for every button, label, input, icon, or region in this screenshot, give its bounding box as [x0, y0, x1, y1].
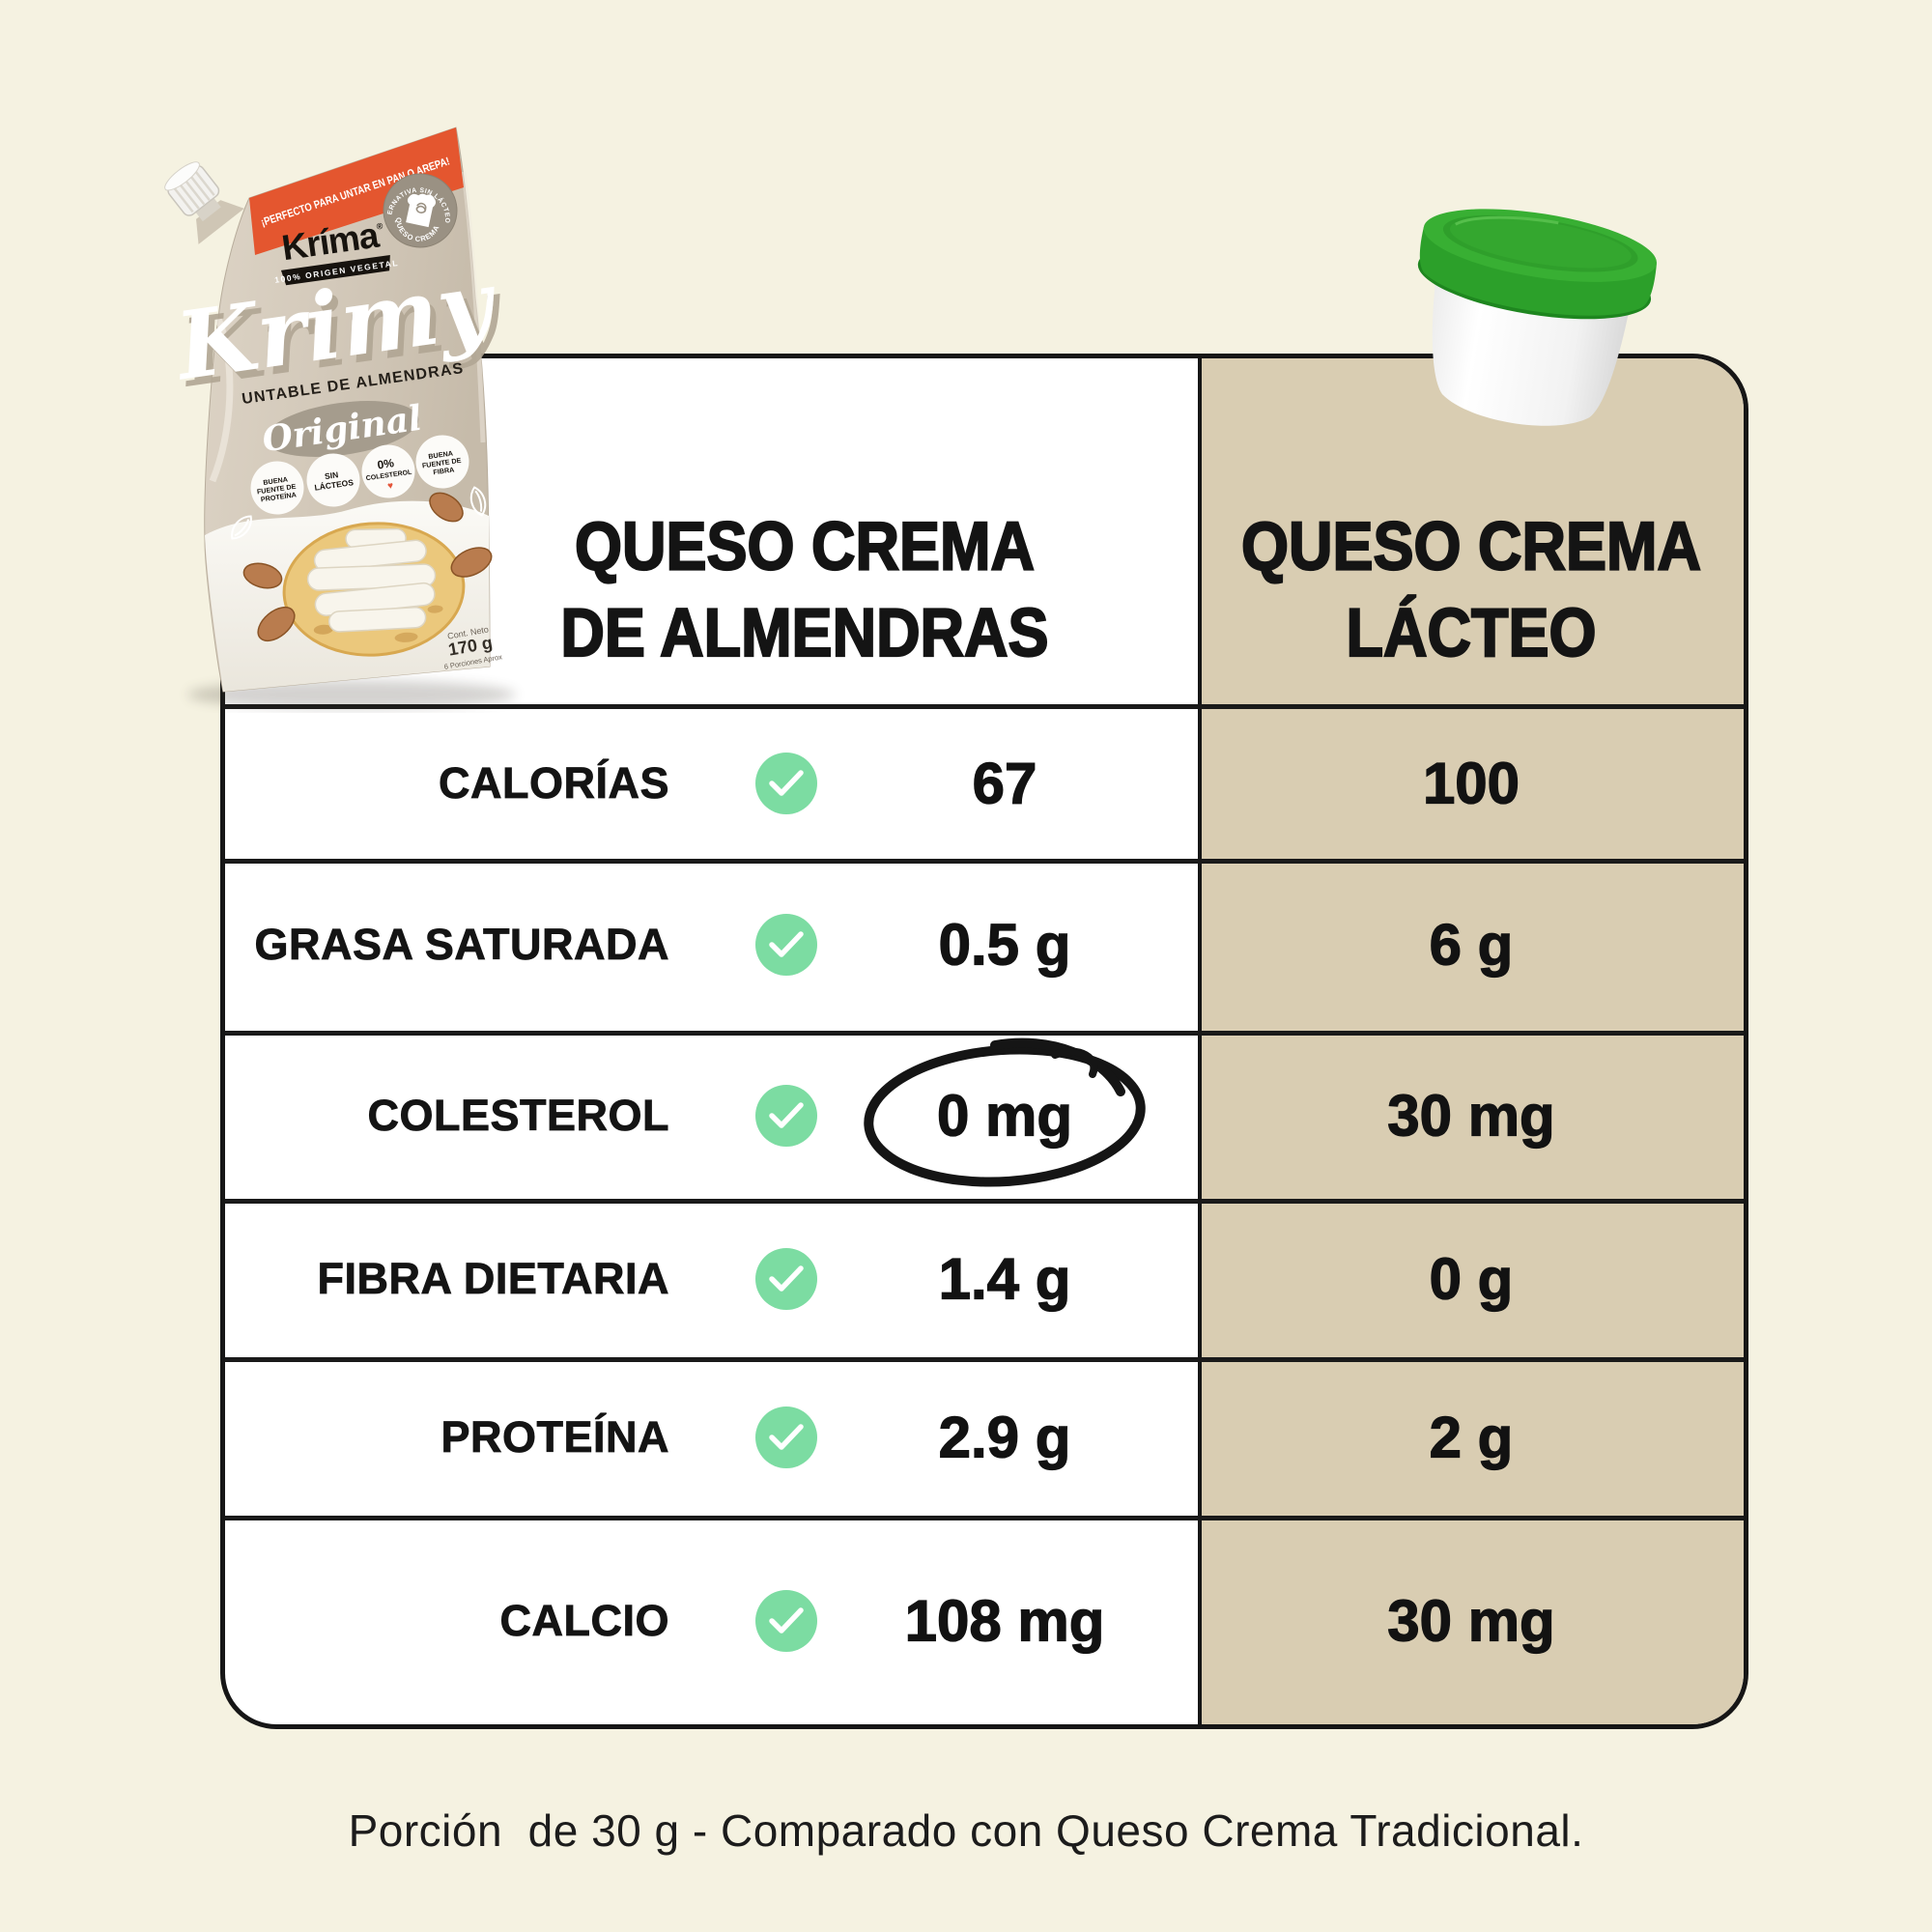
- dairy-value: 100: [1422, 751, 1520, 816]
- almond-value: 1.4 g: [938, 1245, 1071, 1311]
- almond-header-line1: QUESO CREMA: [574, 507, 1036, 585]
- table-row: CALORÍAS 67 100: [225, 711, 1744, 856]
- krimy-pouch-image: ¡PERFECTO PARA UNTAR EN PAN O AREPA! ALT…: [164, 127, 516, 709]
- row-label: CALORÍAS: [439, 758, 669, 809]
- table-row: CALCIO 108 mg 30 mg: [225, 1519, 1744, 1723]
- dairy-column-panel: [1198, 358, 1744, 1724]
- check-icon: [755, 1590, 817, 1652]
- arepa-image: [282, 522, 466, 657]
- row-label: GRASA SATURADA: [254, 920, 669, 970]
- dairy-column-header: QUESO CREMA LÁCTEO: [1198, 503, 1744, 676]
- almond-column-header: QUESO CREMA DE ALMENDRAS: [471, 503, 1138, 676]
- dairy-value: 30 mg: [1387, 1082, 1556, 1148]
- check-icon: [755, 1406, 817, 1468]
- footer-note: Porción de 30 g - Comparado con Queso Cr…: [348, 1805, 1584, 1856]
- dairy-value: 6 g: [1429, 912, 1514, 978]
- check-icon: [755, 914, 817, 976]
- spout-cap: [164, 161, 244, 244]
- row-divider: [225, 1031, 1744, 1036]
- row-label: COLESTEROL: [367, 1090, 669, 1140]
- row-divider: [225, 1199, 1744, 1204]
- almond-outline-icon: [231, 486, 487, 540]
- dairy-header-line1: QUESO CREMA: [1240, 507, 1702, 585]
- almond-value: 0.5 g: [938, 912, 1071, 978]
- table-row: COLESTEROL 0 mg 30 mg: [225, 1034, 1744, 1197]
- row-label: FIBRA DIETARIA: [317, 1253, 669, 1303]
- row-divider: [225, 859, 1744, 864]
- row-divider: [225, 1516, 1744, 1520]
- seal-fibra: BUENA FUENTE DE FIBRA: [415, 435, 469, 489]
- almond-value: 108 mg: [904, 1588, 1105, 1654]
- row-divider: [225, 1357, 1744, 1362]
- svg-text:BUENA FUENTE DE FI: BUENA FUENTE DE FIBRA: [420, 447, 465, 478]
- dairy-value: 2 g: [1429, 1404, 1514, 1469]
- almond-header-line2: DE ALMENDRAS: [559, 594, 1049, 672]
- almond-value: 67: [972, 751, 1037, 816]
- check-icon: [755, 1084, 817, 1147]
- check-icon: [755, 753, 817, 814]
- table-row: PROTEÍNA 2.9 g 2 g: [225, 1360, 1744, 1514]
- comparison-card: QUESO CREMA DE ALMENDRAS QUESO CREMA LÁC…: [220, 354, 1748, 1729]
- dairy-tub-image: [1417, 209, 1658, 426]
- dairy-value: 0 g: [1429, 1245, 1514, 1311]
- row-label: CALCIO: [499, 1596, 669, 1646]
- row-label: PROTEÍNA: [440, 1411, 669, 1462]
- registered-mark: ®: [376, 221, 384, 232]
- svg-text:BUENA FUENTE DE PR: BUENA FUENTE DE PROTEÍNA: [255, 473, 299, 504]
- check-icon: [755, 1247, 817, 1310]
- seal-sin-lacteos: SIN LÁCTEOS: [306, 453, 360, 507]
- seal-proteina: BUENA FUENTE DE PROTEÍNA: [250, 461, 304, 515]
- almond-icon: [242, 492, 493, 642]
- dairy-value: 30 mg: [1387, 1588, 1556, 1654]
- bread-icon: [406, 193, 437, 228]
- table-row: GRASA SATURADA 0.5 g 6 g: [225, 861, 1744, 1029]
- dairy-free-badge: ALTERNATIVA SIN LÁCTEOS AL · QUESO CREMA…: [383, 173, 458, 248]
- dairy-header-line2: LÁCTEO: [1346, 594, 1598, 672]
- almond-value: 0 mg: [936, 1082, 1073, 1148]
- table-row: FIBRA DIETARIA 1.4 g 0 g: [225, 1202, 1744, 1355]
- heart-icon: ♥: [386, 480, 393, 492]
- row-divider: [225, 704, 1744, 709]
- seal-colesterol: 0% COLESTEROL ♥: [361, 444, 415, 498]
- pouch-banner: [249, 128, 464, 255]
- almond-value: 2.9 g: [938, 1404, 1071, 1469]
